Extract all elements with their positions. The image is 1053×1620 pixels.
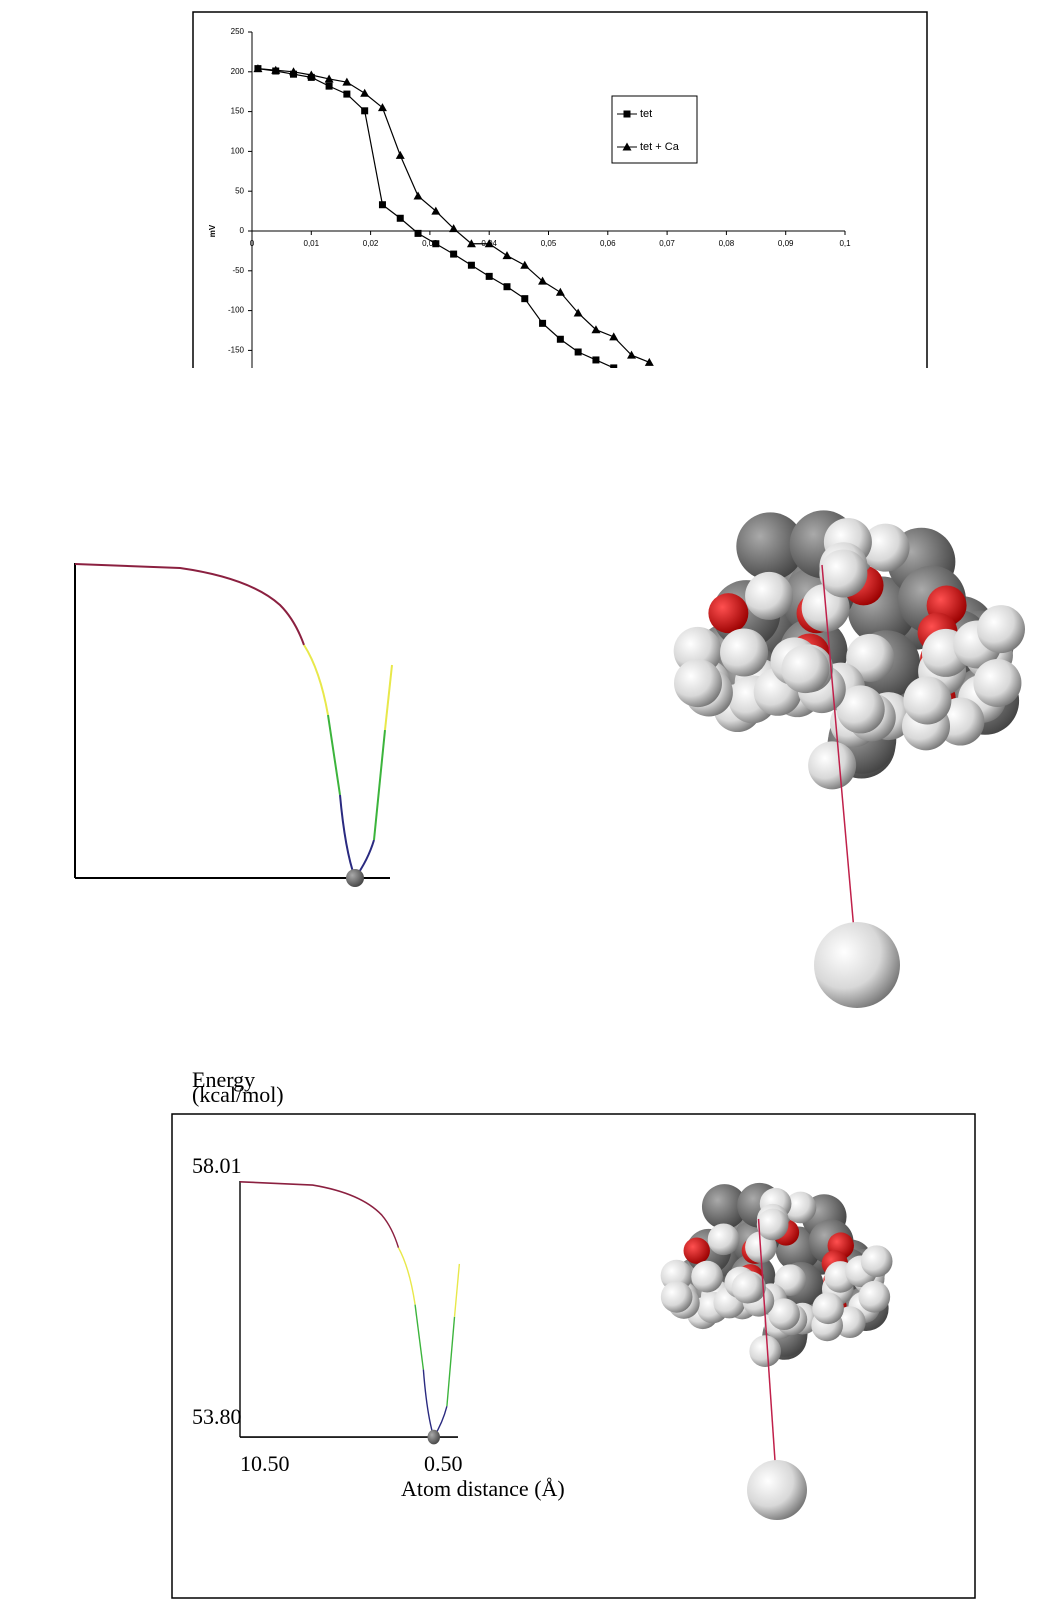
y-tick-label: -50	[232, 266, 244, 275]
marker	[414, 191, 423, 199]
y-tick-label: 200	[231, 67, 245, 76]
energy-curve	[75, 563, 392, 887]
marker	[360, 89, 369, 97]
atom	[781, 645, 829, 693]
y-tick-label: 100	[231, 147, 245, 156]
atom	[973, 659, 1021, 707]
marker	[396, 151, 405, 159]
atom	[977, 605, 1025, 653]
molecule-small	[661, 1183, 893, 1520]
x-tick-label: 0,09	[778, 239, 794, 248]
marker	[432, 240, 439, 247]
marker	[486, 273, 493, 280]
y-tick-label: 150	[231, 107, 245, 116]
energy-curve-small	[240, 1181, 459, 1444]
marker	[450, 251, 457, 258]
atom	[691, 1261, 723, 1293]
y-tick-label: 0	[240, 226, 245, 235]
marker	[397, 215, 404, 222]
atom	[757, 1209, 789, 1241]
atom	[708, 1223, 740, 1255]
x-tick-label: 0,08	[719, 239, 735, 248]
legend-label: tet + Ca	[640, 141, 680, 153]
marker	[624, 111, 631, 118]
atom	[720, 628, 768, 676]
marker	[503, 283, 510, 290]
x-tick-label: 0,02	[363, 239, 379, 248]
x-tick-label: 0,06	[600, 239, 616, 248]
atom	[861, 1245, 893, 1277]
marker	[609, 332, 618, 340]
marker	[521, 295, 528, 302]
atom	[749, 1335, 781, 1367]
atom	[708, 593, 748, 633]
x-tick-label: 0,07	[659, 239, 675, 248]
atom	[808, 741, 856, 789]
y-tick-label: -150	[228, 346, 245, 355]
x-tick-label: 0,01	[304, 239, 320, 248]
atom	[732, 1272, 764, 1304]
y-tick-label: 50	[235, 186, 244, 195]
atom	[745, 572, 793, 620]
x-tick-label: 0,05	[541, 239, 557, 248]
marker	[415, 230, 422, 237]
atom	[674, 659, 722, 707]
marker	[539, 320, 546, 327]
marker	[592, 356, 599, 363]
marker	[468, 262, 475, 269]
atom	[903, 676, 951, 724]
marker	[645, 358, 654, 366]
marker	[502, 251, 511, 259]
marker	[575, 348, 582, 355]
x-tick-label: 0	[250, 239, 255, 248]
atom	[812, 1292, 844, 1324]
marker	[343, 91, 350, 98]
x-axis-label: Atom distance (Å)	[401, 1476, 565, 1501]
marker	[520, 261, 529, 269]
legend	[612, 96, 697, 163]
marker	[556, 288, 565, 296]
marker	[326, 83, 333, 90]
page: mV -150 -100 -50 0 50 100 150 200 250 0 0,01 0,02 0,…	[0, 0, 1053, 1620]
series-line	[258, 69, 614, 368]
ion	[814, 922, 900, 1008]
molecule	[674, 510, 1025, 1008]
x-tick-label: 0,1	[839, 239, 851, 248]
atom	[819, 549, 867, 597]
legend-label: tet	[640, 108, 652, 120]
y-bottom-label: 53.80	[192, 1404, 242, 1429]
chart: mV -150 -100 -50 0 50 100 150 200 250 0 0,01 0,02 0,…	[193, 12, 927, 430]
atom	[858, 1281, 890, 1313]
energy-unit: (kcal/mol)	[192, 1082, 284, 1107]
atom	[661, 1281, 693, 1313]
series-line	[258, 69, 649, 363]
y-axis-label: mV	[208, 224, 217, 237]
atom	[684, 1237, 710, 1263]
x-left-label: 10.50	[240, 1451, 290, 1476]
figure-frame	[172, 1114, 975, 1598]
marker	[557, 336, 564, 343]
y-top-label: 58.01	[192, 1153, 242, 1178]
y-tick-label: -100	[228, 306, 245, 315]
marker	[379, 201, 386, 208]
y-tick-label: 250	[231, 27, 245, 36]
marker	[610, 364, 617, 371]
chart-frame	[193, 12, 927, 368]
ion	[747, 1460, 807, 1520]
marker	[361, 107, 368, 114]
x-right-label: 0.50	[424, 1451, 463, 1476]
